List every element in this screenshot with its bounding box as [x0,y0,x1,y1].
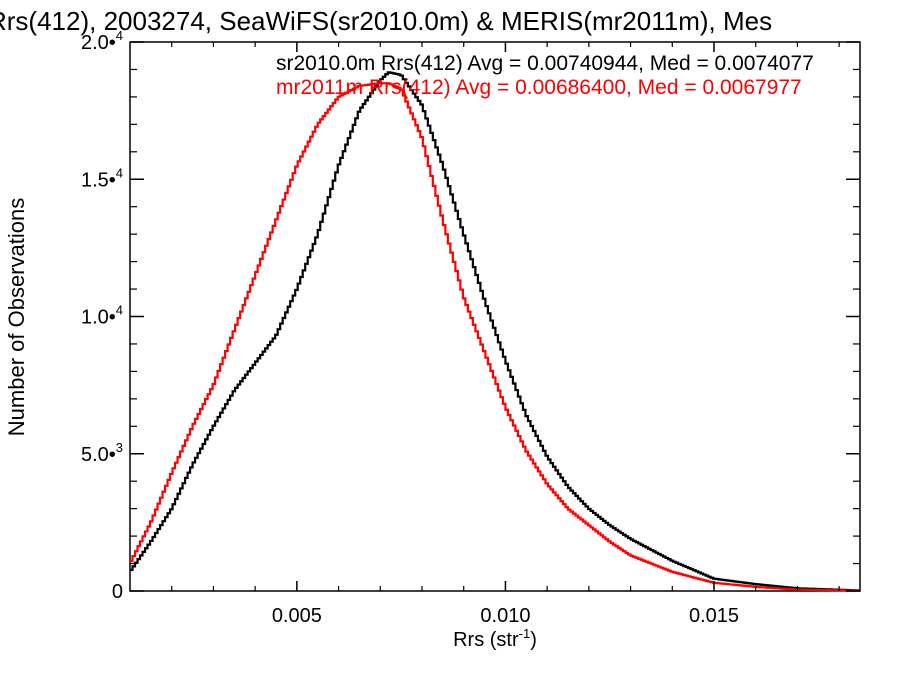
x-axis-label-sup: -1 [519,626,531,641]
x-axis-label-main: Rrs (str [453,629,519,651]
y-tick-label: 1.0•4 [81,303,123,329]
legend: sr2010.0m Rrs(412) Avg = 0.00740944, Med… [276,52,814,99]
axes-group: 0.005 0.010 0.015 0 5.0•3 1.0•4 1.5•4 2.0•4 [81,28,860,627]
y-axis-label: Number of Observations [4,198,29,436]
legend-entry-mr2011m: mr2011m Rrs(412) Avg = 0.00686400, Med =… [276,76,802,99]
y-tick-label: 0 [112,581,123,603]
legend-entry-sr2010.0m: sr2010.0m Rrs(412) Avg = 0.00740944, Med… [276,52,814,75]
y-tick-label: 5.0•3 [81,440,123,466]
y-tick-label: 1.5•4 [81,165,123,191]
x-tick-label: 0.010 [480,605,530,627]
chart-title: Rrs(412), 2003274, SeaWiFS(sr2010.0m) & … [0,6,772,36]
x-tick-label: 0.015 [689,605,739,627]
series-group [130,71,860,592]
series-sr2010.0m [130,71,860,592]
series-mr2011m [130,82,860,592]
y-tick-label: 2.0•4 [81,28,123,54]
x-axis-label-tail: ) [530,629,537,651]
x-tick-label: 0.005 [272,605,322,627]
x-axis-label: Rrs (str-1) [453,626,537,651]
